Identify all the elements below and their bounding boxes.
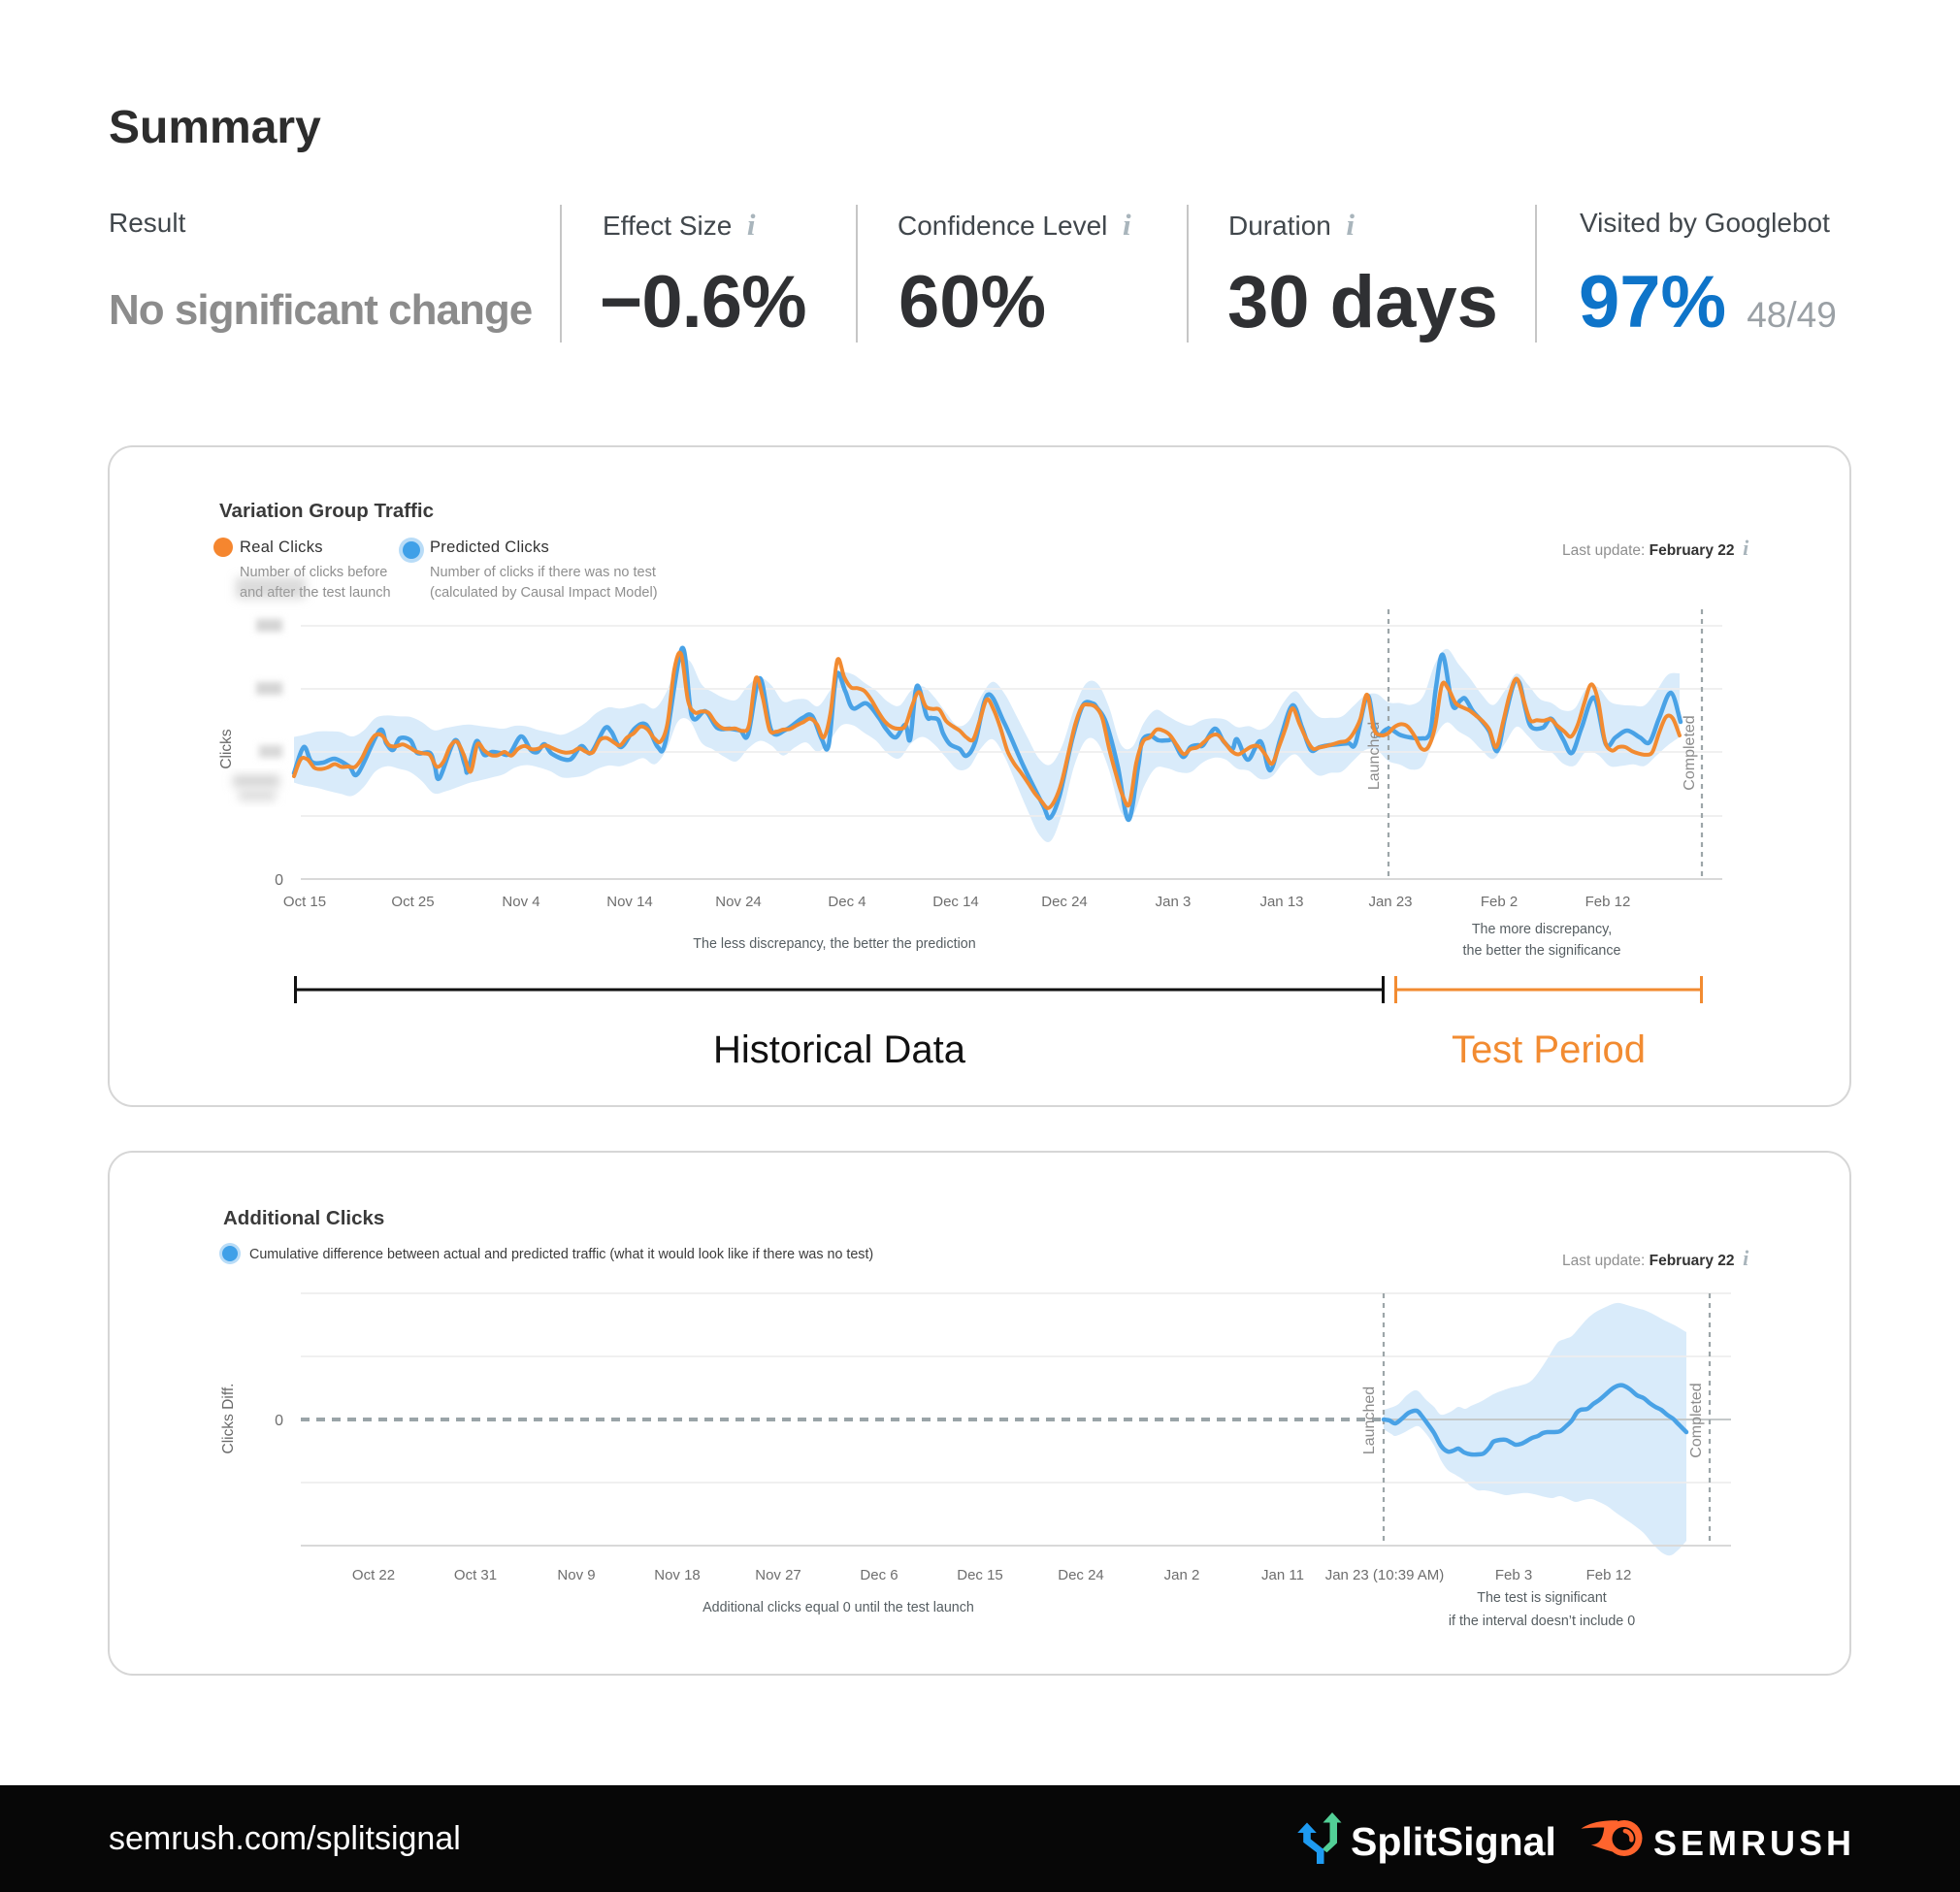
svg-text:Jan 2: Jan 2 bbox=[1164, 1567, 1200, 1583]
svg-text:The less discrepancy, the bett: The less discrepancy, the better the pre… bbox=[693, 936, 975, 952]
svg-text:Clicks: Clicks bbox=[218, 729, 235, 769]
svg-text:Oct 22: Oct 22 bbox=[352, 1567, 395, 1583]
svg-text:Dec 24: Dec 24 bbox=[1041, 894, 1088, 910]
svg-text:Feb 2: Feb 2 bbox=[1481, 894, 1518, 910]
svg-text:Nov 27: Nov 27 bbox=[755, 1567, 801, 1583]
svg-text:Test Period: Test Period bbox=[1452, 1028, 1646, 1071]
svg-text:Jan 11: Jan 11 bbox=[1261, 1567, 1304, 1583]
svg-text:The test is significant: The test is significant bbox=[1477, 1590, 1607, 1606]
svg-text:Nov 14: Nov 14 bbox=[606, 894, 653, 910]
svg-text:Dec 6: Dec 6 bbox=[860, 1567, 898, 1583]
svg-text:Additional clicks equal 0 unti: Additional clicks equal 0 until the test… bbox=[702, 1600, 974, 1615]
svg-text:Feb 12: Feb 12 bbox=[1586, 1567, 1632, 1583]
svg-text:Oct 15: Oct 15 bbox=[283, 894, 326, 910]
svg-text:Nov 18: Nov 18 bbox=[654, 1567, 701, 1583]
svg-text:Jan 13: Jan 13 bbox=[1259, 894, 1303, 910]
svg-text:Dec 15: Dec 15 bbox=[957, 1567, 1003, 1583]
svg-text:Nov 4: Nov 4 bbox=[502, 894, 539, 910]
svg-text:Jan 23: Jan 23 bbox=[1368, 894, 1412, 910]
svg-text:Completed: Completed bbox=[1682, 715, 1698, 790]
svg-text:Feb 12: Feb 12 bbox=[1585, 894, 1631, 910]
svg-text:Feb 3: Feb 3 bbox=[1495, 1567, 1532, 1583]
svg-text:0: 0 bbox=[275, 872, 283, 889]
svg-text:The more discrepancy,: The more discrepancy, bbox=[1472, 922, 1612, 937]
svg-text:Launched: Launched bbox=[1361, 1386, 1378, 1454]
svg-text:Dec 14: Dec 14 bbox=[932, 894, 979, 910]
svg-text:the better the significance: the better the significance bbox=[1463, 943, 1621, 959]
svg-text:Historical Data: Historical Data bbox=[713, 1028, 966, 1071]
svg-text:Jan 23 (10:39 AM): Jan 23 (10:39 AM) bbox=[1325, 1567, 1445, 1583]
svg-text:0: 0 bbox=[275, 1413, 283, 1429]
svg-text:Clicks Diff.: Clicks Diff. bbox=[220, 1384, 237, 1454]
svg-text:if the interval doesn’t includ: if the interval doesn’t include 0 bbox=[1449, 1614, 1635, 1629]
svg-text:Jan 3: Jan 3 bbox=[1156, 894, 1192, 910]
svg-text:Nov 9: Nov 9 bbox=[557, 1567, 595, 1583]
svg-text:Oct 31: Oct 31 bbox=[454, 1567, 497, 1583]
svg-text:Dec 24: Dec 24 bbox=[1058, 1567, 1104, 1583]
svg-text:Launched: Launched bbox=[1366, 722, 1383, 790]
svg-text:Nov 24: Nov 24 bbox=[715, 894, 762, 910]
svg-text:Dec 4: Dec 4 bbox=[828, 894, 866, 910]
svg-text:Oct 25: Oct 25 bbox=[391, 894, 434, 910]
svg-text:Completed: Completed bbox=[1688, 1383, 1705, 1457]
